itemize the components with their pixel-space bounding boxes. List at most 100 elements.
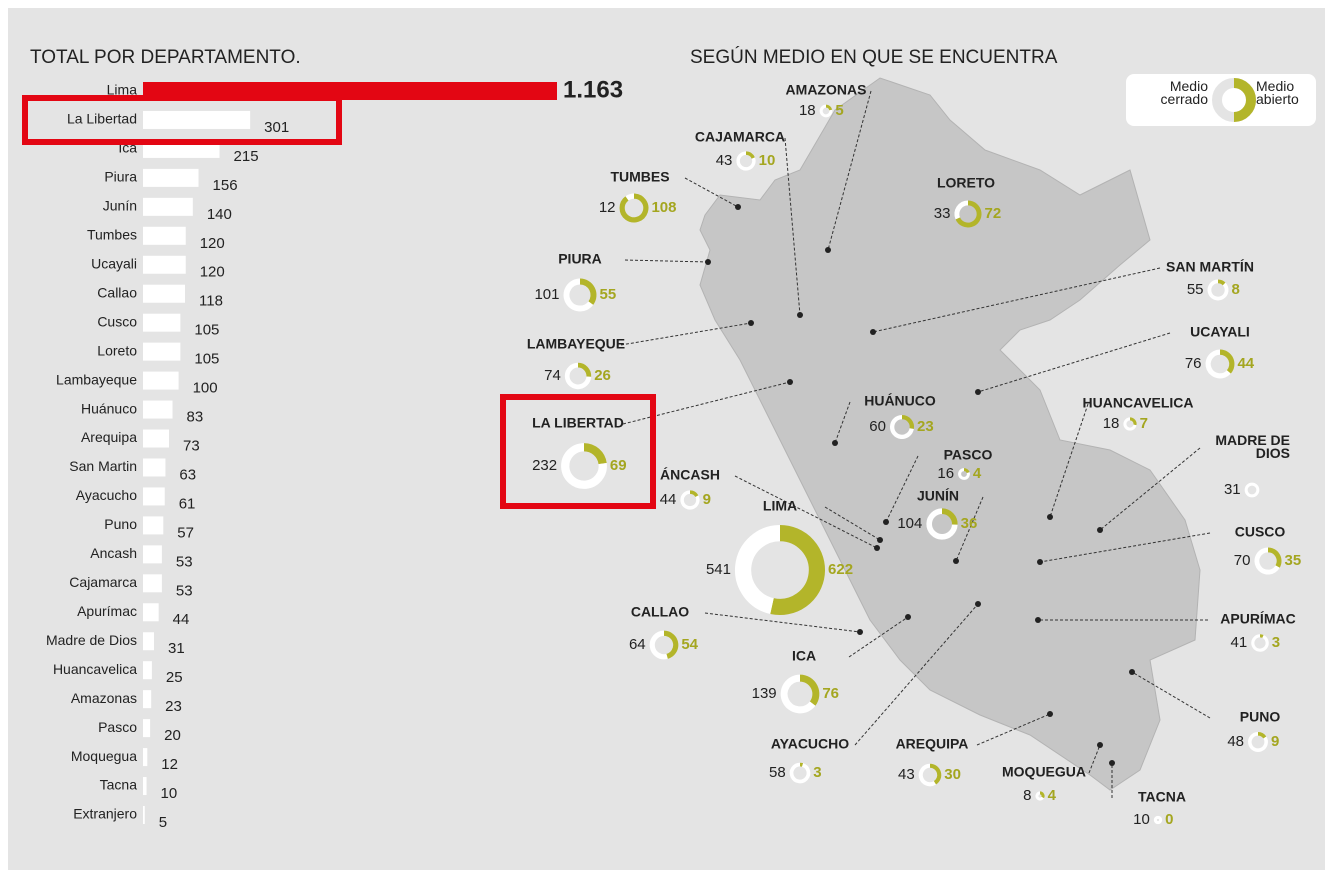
donut-segment (825, 104, 833, 111)
leader-line (704, 612, 861, 633)
bar (143, 313, 181, 332)
region-label: HUÁNUCO (864, 393, 936, 409)
leader-dot (825, 247, 831, 253)
category-label: Apurímac (77, 603, 137, 619)
open-value: 0 (1165, 811, 1173, 828)
open-value: 76 (822, 685, 839, 702)
bar (143, 545, 162, 564)
bar-title: TOTAL POR DEPARTAMENTO. (30, 47, 301, 68)
closed-value: 74 (544, 367, 561, 384)
donut-segment (780, 674, 816, 714)
region-label: LIMA (763, 498, 797, 514)
region-label: LA LIBERTAD (532, 415, 624, 431)
region-label: HUANCAVELICA (1083, 395, 1194, 411)
closed-value: 139 (752, 685, 777, 702)
value-label: 20 (164, 727, 181, 744)
leader-dot (1097, 742, 1103, 748)
donut-segment (663, 630, 679, 659)
donut-segment (941, 508, 958, 525)
open-value: 4 (973, 465, 982, 482)
donut-segment (918, 763, 936, 787)
donut-segment (954, 200, 969, 220)
region-label: MOQUEGUA (1002, 764, 1086, 780)
leader-line (1099, 447, 1201, 531)
leader-line (854, 603, 979, 746)
leader-line (977, 332, 1171, 393)
closed-value: 104 (897, 515, 922, 532)
closed-value: 43 (898, 766, 915, 783)
region-label: APURÍMAC (1220, 611, 1295, 627)
region-label: CALLAO (631, 604, 689, 620)
open-value: 54 (681, 636, 698, 653)
open-value: 72 (985, 205, 1002, 222)
category-label: La Libertad (67, 111, 137, 127)
donut-segment (745, 151, 755, 159)
map-title: SEGÚN MEDIO EN QUE SE ENCUENTRA (690, 46, 1058, 68)
donut-segment (561, 443, 607, 489)
leader-line (1131, 671, 1211, 719)
region-label: CAJAMARCA (695, 129, 785, 145)
category-label: Tumbes (87, 227, 137, 243)
open-value: 9 (1271, 733, 1279, 750)
value-label: 10 (161, 785, 178, 802)
category-label: Amazonas (71, 690, 137, 706)
open-value: 69 (610, 457, 627, 474)
category-label: Ancash (90, 545, 137, 561)
category-label: Callao (97, 284, 137, 300)
category-label: Huancavelica (53, 661, 137, 677)
value-label: 53 (176, 553, 193, 570)
category-label: Loreto (97, 342, 137, 358)
donut-segment (1257, 732, 1267, 739)
open-value: 35 (1285, 552, 1302, 569)
legend-label-box: Medio cerrado (1161, 80, 1208, 106)
bar (143, 110, 251, 129)
open-value: 3 (813, 764, 821, 781)
leader-dot (953, 558, 959, 564)
category-label: Junín (103, 198, 137, 214)
leader-line (872, 267, 1161, 333)
leader-dot (787, 379, 793, 385)
closed-value: 12 (599, 199, 616, 216)
donut-segment (1267, 547, 1282, 568)
donut-segment (901, 414, 914, 430)
value-label: 73 (183, 437, 200, 454)
closed-value: 70 (1234, 552, 1251, 569)
donut-segment (579, 278, 597, 305)
category-label: Tacna (100, 777, 138, 793)
closed-value: 60 (869, 418, 886, 435)
open-value: 5 (835, 102, 843, 119)
category-label: Madre de Dios (46, 632, 137, 648)
value-label: 118 (199, 293, 223, 310)
donut-segment (625, 193, 635, 201)
region-label: AMAZONAS (786, 82, 867, 98)
value-label: 44 (173, 611, 190, 628)
leader-line (734, 475, 878, 549)
donut-segment (1217, 279, 1226, 286)
closed-value: 18 (1103, 415, 1120, 432)
leader-dot (1037, 559, 1043, 565)
closed-value: 101 (534, 286, 559, 303)
donut-segment (689, 490, 699, 498)
leader-dot (1129, 669, 1135, 675)
category-label: Extranjero (73, 806, 137, 822)
donut-segment (1207, 279, 1229, 301)
bar (143, 284, 186, 303)
donut-segment (1123, 417, 1137, 431)
value-label: 12 (161, 756, 178, 773)
region-label: SAN MARTÍN (1166, 259, 1254, 275)
open-value: 36 (961, 515, 978, 532)
category-label: Lambayeque (56, 371, 137, 387)
leader-line (622, 381, 791, 425)
bar (143, 632, 155, 651)
open-value: 10 (759, 152, 776, 169)
category-label: Lima (107, 82, 138, 98)
bar (143, 255, 186, 274)
bar (143, 197, 193, 216)
bar (143, 661, 152, 680)
open-value: 9 (703, 491, 711, 508)
value-label: 1.163 (563, 76, 623, 103)
donut-segment (799, 674, 820, 706)
category-label: Arequipa (81, 429, 137, 445)
open-value: 55 (599, 286, 616, 303)
donut-segment (1259, 634, 1264, 638)
